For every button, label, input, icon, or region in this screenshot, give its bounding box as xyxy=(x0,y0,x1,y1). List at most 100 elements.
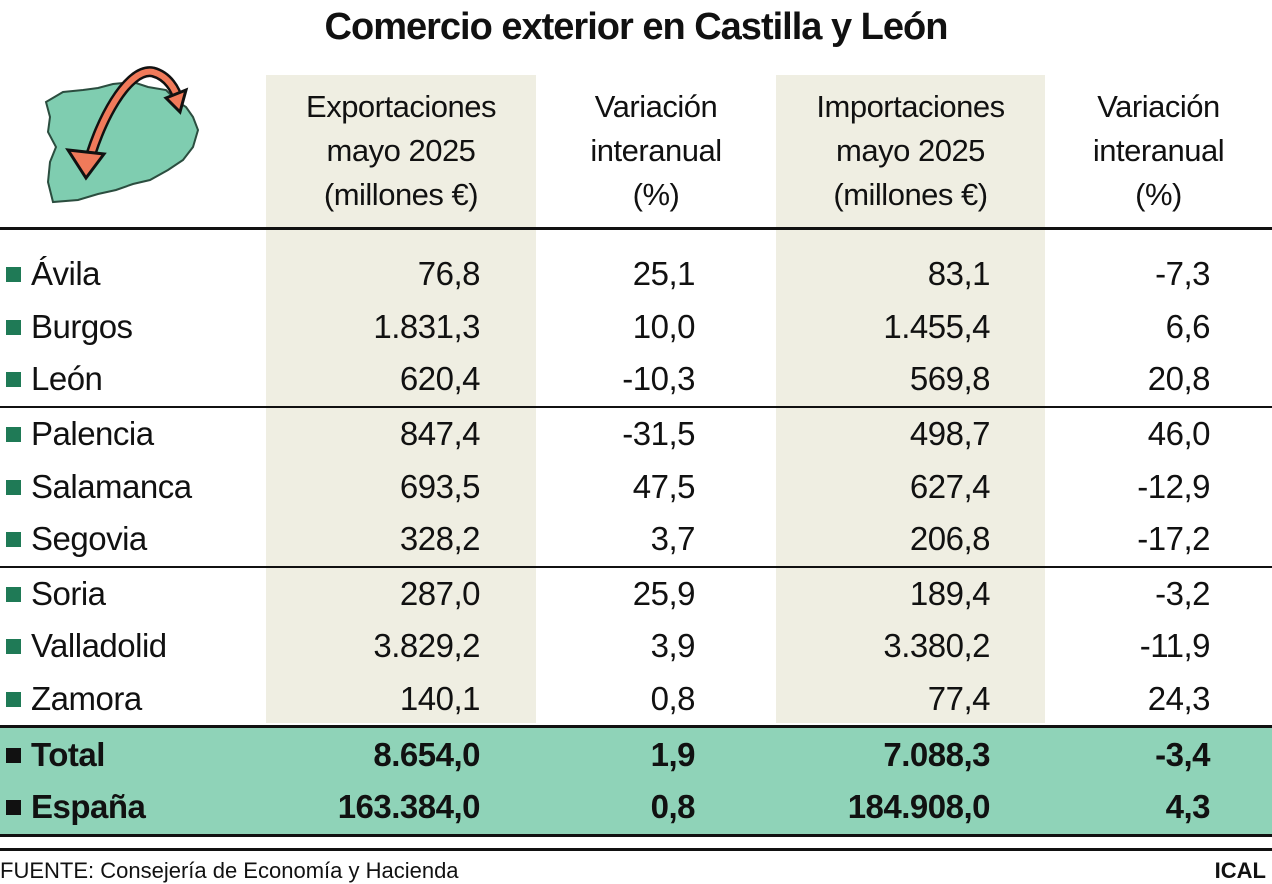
bullet-square-icon xyxy=(6,372,21,388)
exports-variation-cell: -31,5 xyxy=(536,405,776,461)
province-cell: Salamanca xyxy=(0,460,266,513)
exports-cell: 328,2 xyxy=(266,513,536,567)
table-row: Zamora 140,1 0,8 77,4 24,3 xyxy=(0,673,1272,727)
cell-value: -17,2 xyxy=(1137,520,1210,558)
cell-value: 140,1 xyxy=(399,680,481,718)
province-cell: Total xyxy=(0,725,266,781)
exports-variation-cell: 10,0 xyxy=(536,301,776,354)
cell-value: Segovia xyxy=(31,520,147,558)
cell-value: Valladolid xyxy=(31,627,167,665)
exports-variation-cell: 1,9 xyxy=(536,725,776,781)
table-row: Valladolid 3.829,2 3,9 3.380,2 -11,9 xyxy=(0,620,1272,673)
table-header-row: Exportaciones mayo 2025 (millones €) Varia… xyxy=(0,75,1272,229)
table-row: Segovia 328,2 3,7 206,8 -17,2 xyxy=(0,513,1272,567)
exports-cell: 8.654,0 xyxy=(266,725,536,781)
cell-value: 3.380,2 xyxy=(883,627,990,665)
table-row: León 620,4 -10,3 569,8 20,8 xyxy=(0,353,1272,407)
cell-value: 7.088,3 xyxy=(883,735,990,773)
cell-value: Salamanca xyxy=(31,467,192,505)
province-cell: Palencia xyxy=(0,405,266,461)
exports-variation-cell: 3,7 xyxy=(536,513,776,567)
trade-table: Exportaciones mayo 2025 (millones €) Varia… xyxy=(0,75,1272,837)
cell-value: -11,9 xyxy=(1139,627,1211,665)
table-row: Burgos 1.831,3 10,0 1.455,4 6,6 xyxy=(0,301,1272,354)
header-exports-variation: Variación interanual (%) xyxy=(536,75,776,229)
cell-value: -7,3 xyxy=(1155,255,1210,293)
header-line: interanual xyxy=(590,133,722,168)
castilla-leon-map-arrow-icon xyxy=(44,66,200,204)
cell-value: 206,8 xyxy=(909,520,991,558)
imports-cell: 77,4 xyxy=(776,673,1045,727)
cell-value: 25,1 xyxy=(632,255,696,293)
imports-variation-cell: -3,4 xyxy=(1045,725,1272,781)
imports-cell: 7.088,3 xyxy=(776,725,1045,781)
header-line: (%) xyxy=(632,177,680,212)
exports-cell: 140,1 xyxy=(266,673,536,727)
imports-cell: 184.908,0 xyxy=(776,780,1045,837)
cell-value: 1.455,4 xyxy=(883,307,990,345)
cell-value: 847,4 xyxy=(399,415,481,453)
bullet-square-icon xyxy=(6,586,21,602)
cell-value: 6,6 xyxy=(1165,307,1211,345)
bottom-rule xyxy=(0,848,1272,851)
bullet-square-icon xyxy=(6,319,21,335)
cell-value: 287,0 xyxy=(399,574,481,612)
cell-value: León xyxy=(31,360,103,398)
cell-value: 693,5 xyxy=(399,467,481,505)
province-cell: Segovia xyxy=(0,513,266,567)
cell-value: 498,7 xyxy=(909,415,991,453)
cell-value: Burgos xyxy=(31,307,133,345)
imports-cell: 498,7 xyxy=(776,405,1045,461)
cell-value: 1.831,3 xyxy=(373,307,480,345)
cell-value: 3,9 xyxy=(650,627,696,665)
imports-variation-cell: -12,9 xyxy=(1045,460,1272,513)
table-row: Ávila 76,8 25,1 83,1 -7,3 xyxy=(0,229,1272,301)
exports-variation-cell: 0,8 xyxy=(536,673,776,727)
cell-value: 189,4 xyxy=(909,574,991,612)
header-line: Variación xyxy=(1097,89,1220,124)
province-cell: Soria xyxy=(0,565,266,621)
imports-cell: 206,8 xyxy=(776,513,1045,567)
cell-value: -3,4 xyxy=(1155,735,1210,773)
cell-value: Ávila xyxy=(31,255,101,293)
imports-variation-cell: -11,9 xyxy=(1045,620,1272,673)
source-note: FUENTE: Consejería de Economía y Haciend… xyxy=(0,858,459,883)
cell-value: -31,5 xyxy=(622,415,695,453)
cell-value: 24,3 xyxy=(1147,680,1211,718)
cell-value: -12,9 xyxy=(1137,467,1210,505)
cell-value: 0,8 xyxy=(650,680,696,718)
cell-value: 1,9 xyxy=(650,735,696,773)
bullet-square-icon xyxy=(6,532,21,548)
province-cell: Zamora xyxy=(0,673,266,727)
imports-variation-cell: 24,3 xyxy=(1045,673,1272,727)
header-line: Exportaciones xyxy=(306,89,496,124)
cell-value: 83,1 xyxy=(927,255,991,293)
cell-value: España xyxy=(31,788,146,826)
imports-variation-cell: 4,3 xyxy=(1045,780,1272,837)
total-row: España 163.384,0 0,8 184.908,0 4,3 xyxy=(0,780,1272,837)
cell-value: 163.384,0 xyxy=(337,788,481,826)
bullet-square-icon xyxy=(6,692,21,708)
header-imports: Importaciones mayo 2025 (millones €) xyxy=(776,75,1045,229)
imports-variation-cell: 20,8 xyxy=(1045,353,1272,407)
cell-value: -10,3 xyxy=(622,360,695,398)
cell-value: 47,5 xyxy=(632,467,696,505)
header-line: Variación xyxy=(594,89,718,124)
cell-value: 8.654,0 xyxy=(373,735,480,773)
cell-value: 627,4 xyxy=(909,467,991,505)
header-line: mayo 2025 xyxy=(326,133,476,168)
table-row: Soria 287,0 25,9 189,4 -3,2 xyxy=(0,565,1272,621)
cell-value: 620,4 xyxy=(399,360,481,398)
cell-value: 3,7 xyxy=(650,520,696,558)
imports-variation-cell: -17,2 xyxy=(1045,513,1272,567)
exports-variation-cell: 3,9 xyxy=(536,620,776,673)
province-cell: León xyxy=(0,353,266,407)
imports-variation-cell: -3,2 xyxy=(1045,565,1272,621)
cell-value: Zamora xyxy=(31,680,142,718)
exports-cell: 287,0 xyxy=(266,565,536,621)
province-cell: Valladolid xyxy=(0,620,266,673)
cell-value: 3.829,2 xyxy=(373,627,480,665)
province-cell: Ávila xyxy=(0,229,266,301)
imports-variation-cell: 6,6 xyxy=(1045,301,1272,354)
cell-value: 184.908,0 xyxy=(847,788,991,826)
